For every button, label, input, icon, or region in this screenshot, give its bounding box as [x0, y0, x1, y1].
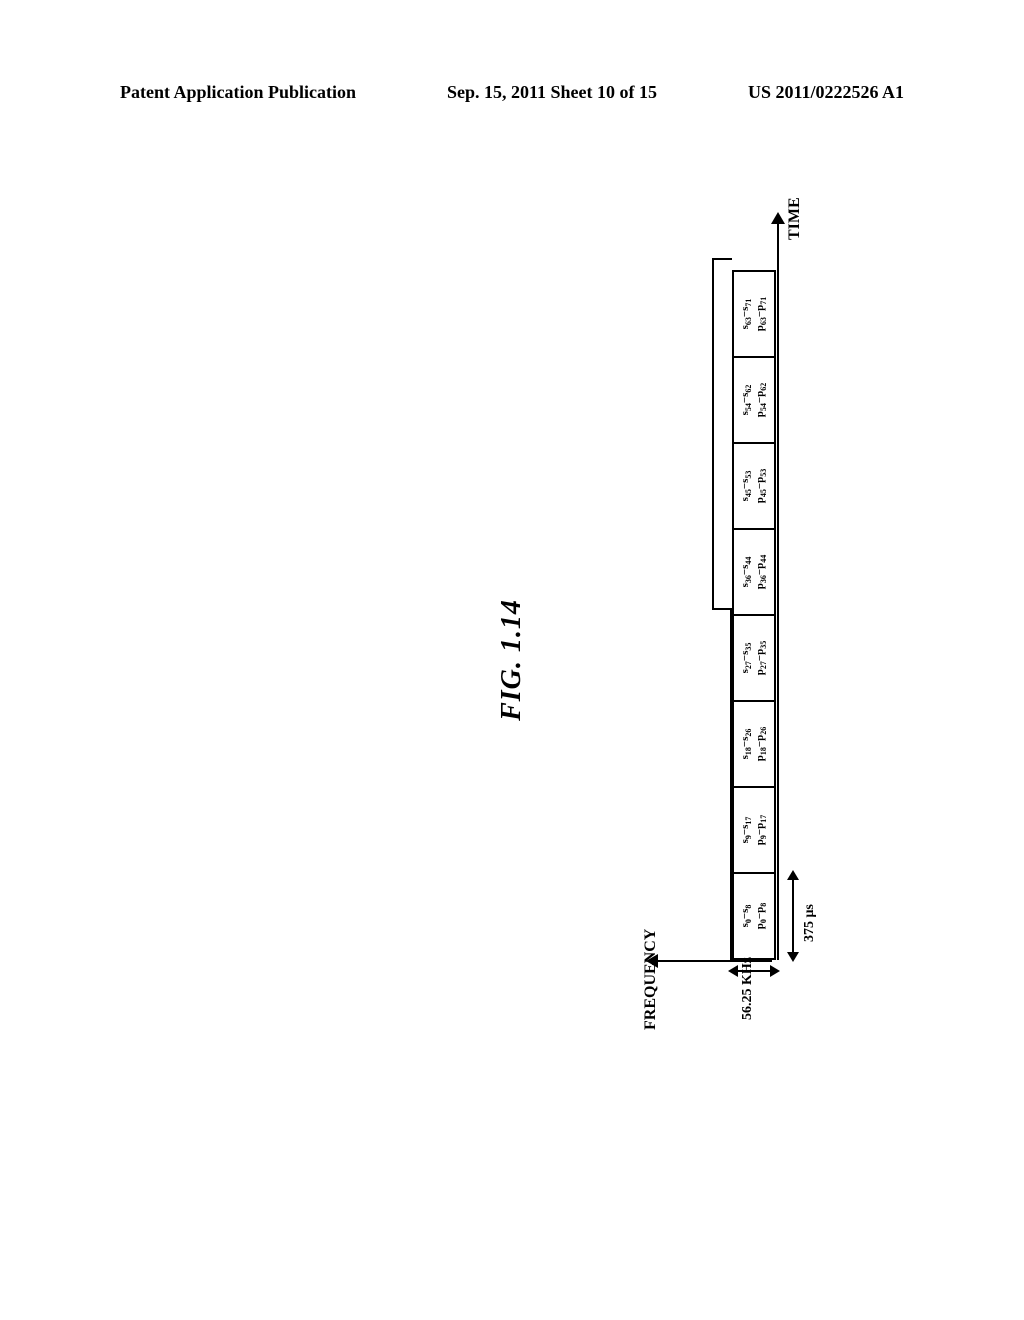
- time-axis-line: [777, 220, 779, 960]
- header: Patent Application Publication Sep. 15, …: [0, 82, 1024, 103]
- time-marker: 375 μs: [802, 904, 818, 942]
- header-center: Sep. 15, 2011 Sheet 10 of 15: [447, 82, 657, 103]
- frequency-marker: 56.25 KHz: [740, 957, 756, 1020]
- header-right: US 2011/0222526 A1: [748, 82, 904, 103]
- time-slot-cell: s36−s44p36−p44: [732, 528, 776, 616]
- freq-marker-text: 56.25 KHz: [740, 957, 755, 1020]
- cell-p-range: p63−p71: [754, 297, 769, 332]
- time-slot-cell: s0−s8p0−p8: [732, 872, 776, 960]
- frequency-axis-label: FREQUENCY: [642, 929, 660, 1030]
- diagram: FREQUENCY 56.25 KHz s0−s8p0−p8s9−s17p9−p…: [642, 200, 922, 1020]
- time-dimension: [786, 872, 800, 960]
- cell-p-range: p45−p53: [754, 469, 769, 504]
- cell-p-range: p54−p62: [754, 383, 769, 418]
- time-slot-cell: s18−s26p18−p26: [732, 700, 776, 788]
- cell-p-range: p9−p17: [754, 815, 769, 846]
- time-dim-line: [792, 872, 794, 960]
- time-slot-cell: s45−s53p45−p53: [732, 442, 776, 530]
- cell-p-range: p27−p35: [754, 641, 769, 676]
- freq-dim-down-arrow-icon: [770, 965, 780, 977]
- cell-s-range: s9−s17: [739, 817, 754, 844]
- cell-s-range: s0−s8: [739, 905, 754, 928]
- time-marker-text: 375 μs: [802, 904, 817, 942]
- cell-s-range: s27−s35: [739, 643, 754, 674]
- cell-s-range: s63−s71: [739, 299, 754, 330]
- time-dim-right-arrow-icon: [787, 870, 799, 880]
- time-axis-label: TIME: [786, 197, 804, 240]
- cell-p-range: p0−p8: [754, 903, 769, 930]
- diagram-wrapper: FREQUENCY 56.25 KHz s0−s8p0−p8s9−s17p9−p…: [332, 160, 1024, 1060]
- time-slot-cell: s27−s35p27−p35: [732, 614, 776, 702]
- envelope-seg-2: [712, 258, 714, 610]
- cell-s-range: s45−s53: [739, 471, 754, 502]
- cell-p-range: p36−p44: [754, 555, 769, 590]
- time-axis-arrow-icon: [771, 212, 785, 224]
- time-slot-cell: s63−s71p63−p71: [732, 270, 776, 358]
- time-slot-cell: s9−s17p9−p17: [732, 786, 776, 874]
- cell-s-range: s18−s26: [739, 729, 754, 760]
- chart-row: s0−s8p0−p8s9−s17p9−p17s18−s26p18−p26s27−…: [732, 270, 776, 960]
- envelope-seg-v1: [712, 608, 732, 610]
- cell-s-range: s36−s44: [739, 557, 754, 588]
- header-left: Patent Application Publication: [120, 82, 356, 103]
- envelope-seg-v2: [712, 258, 732, 260]
- time-slot-cell: s54−s62p54−p62: [732, 356, 776, 444]
- cell-p-range: p18−p26: [754, 727, 769, 762]
- cell-s-range: s54−s62: [739, 385, 754, 416]
- frequency-axis-arrow-icon: [646, 954, 658, 968]
